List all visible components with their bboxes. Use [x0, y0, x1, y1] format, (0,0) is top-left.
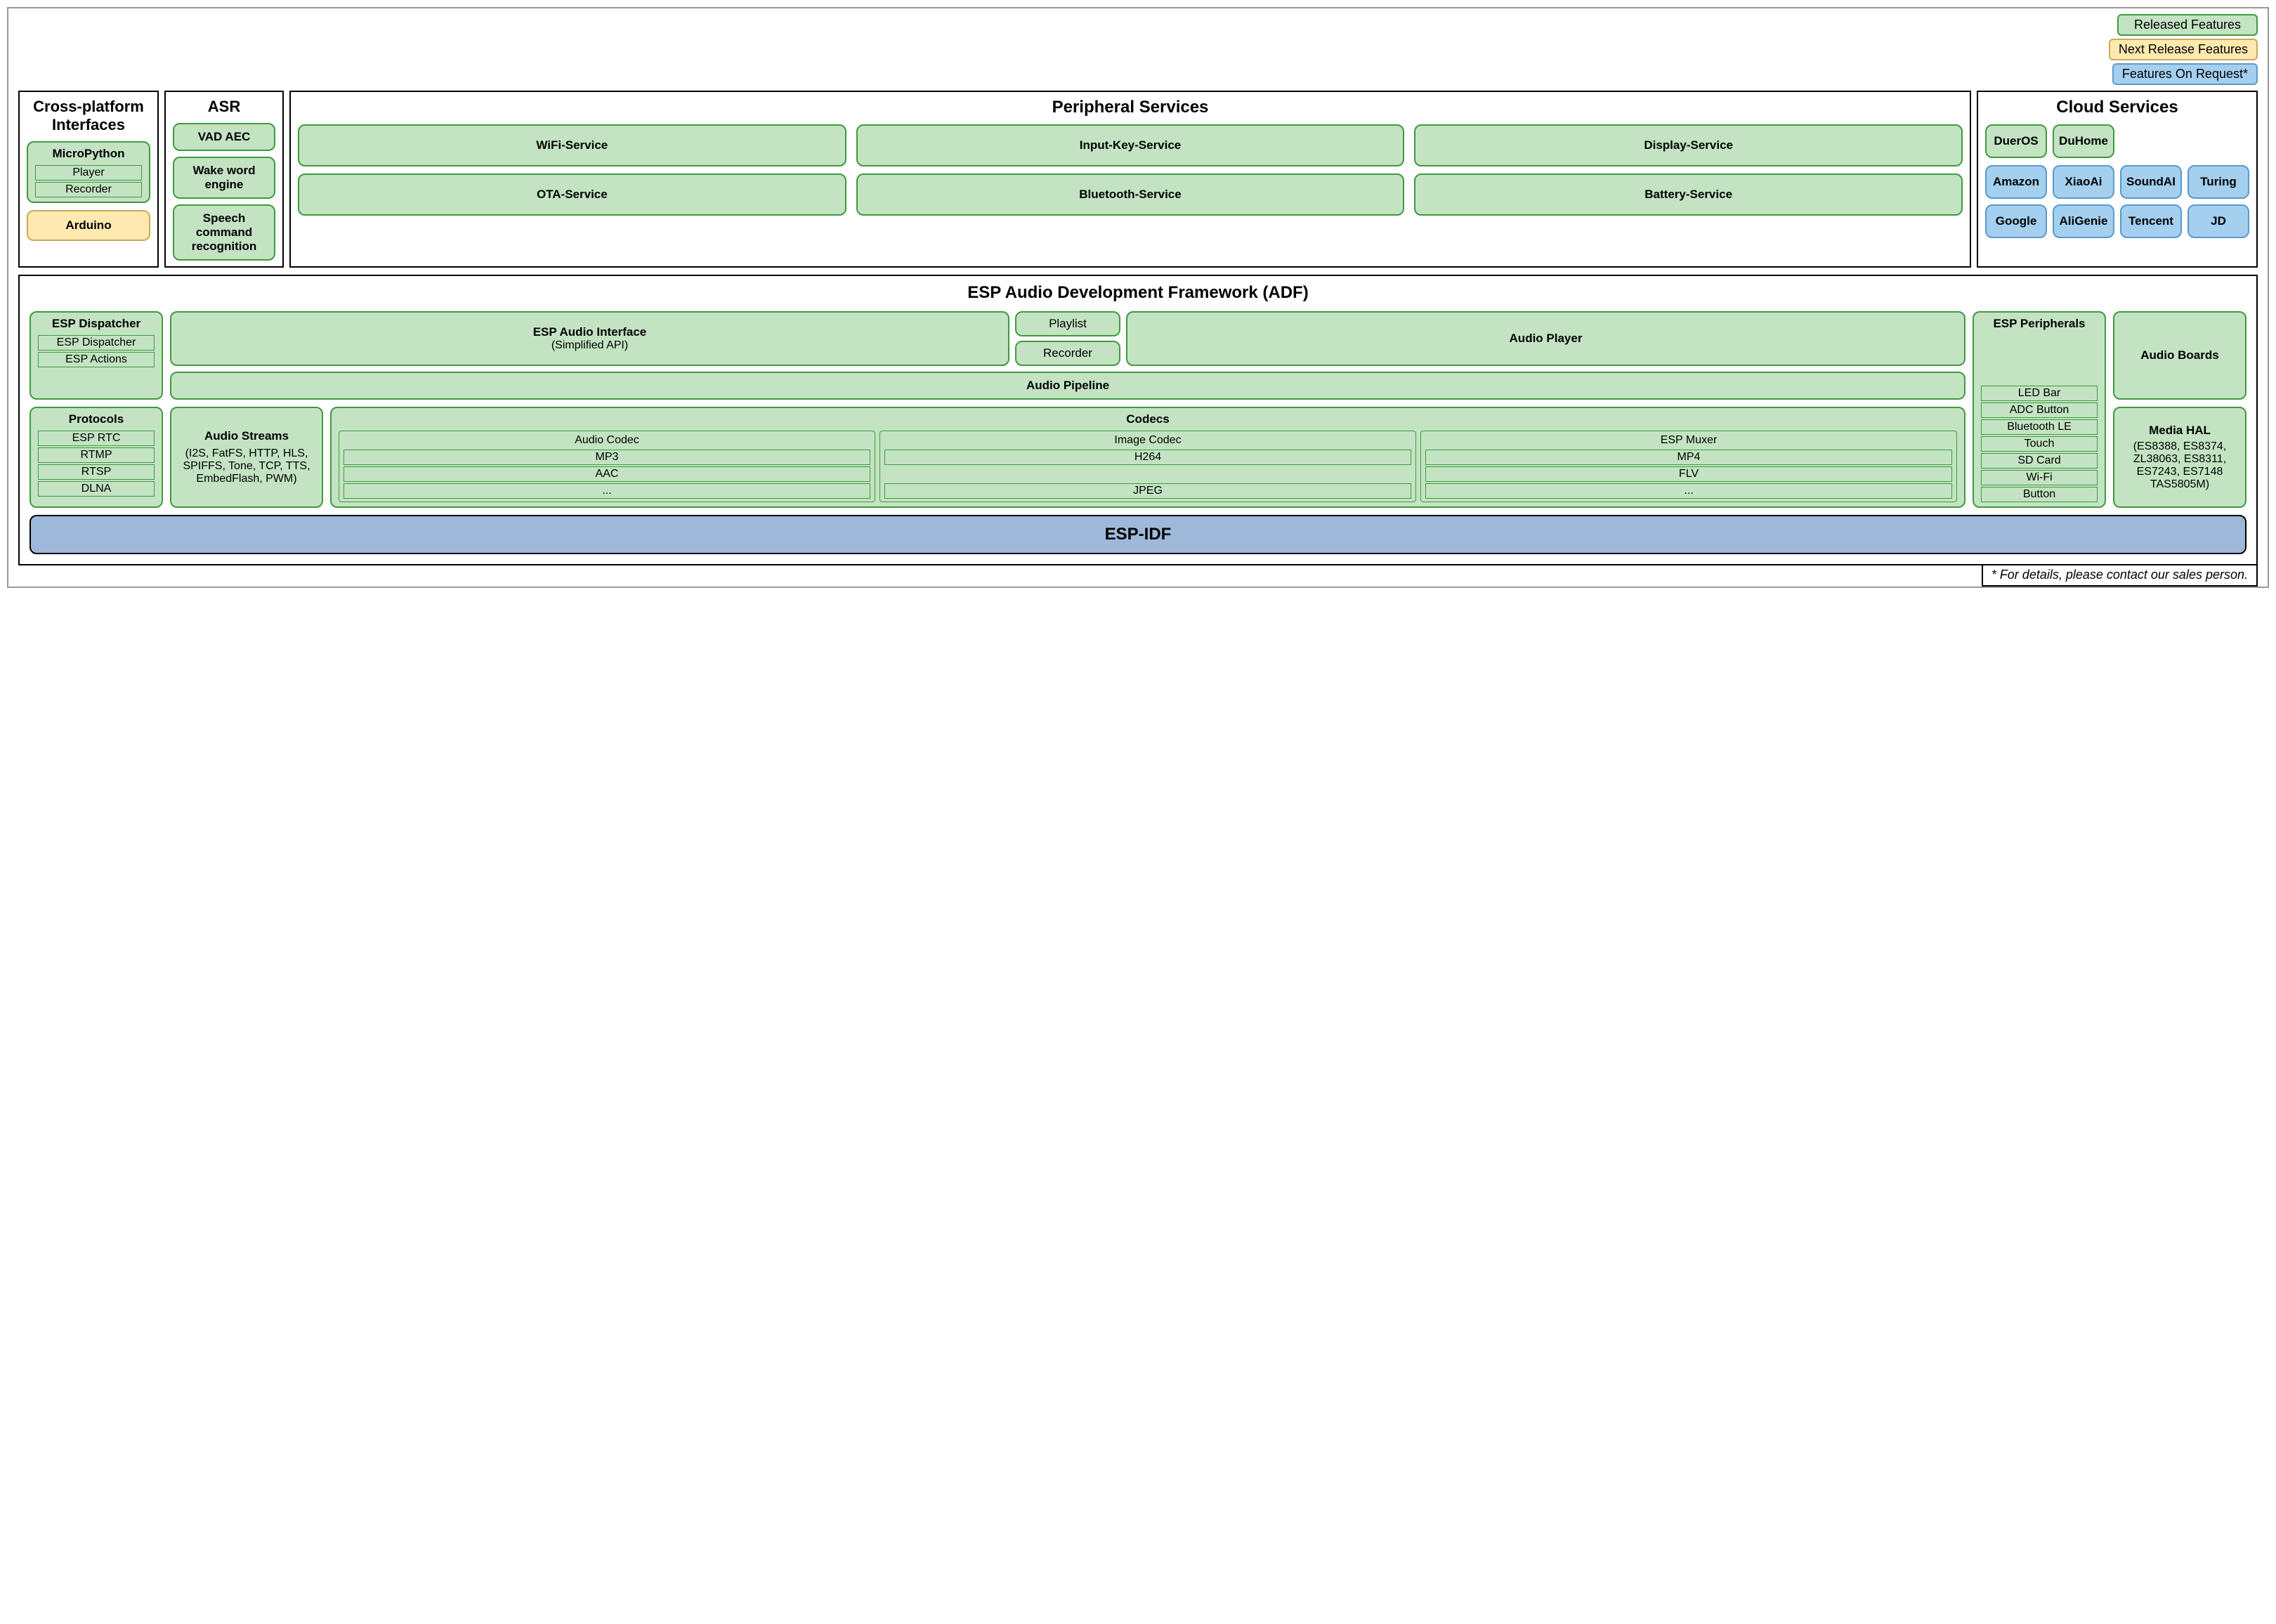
codec-col-muxer: ESP Muxer MP4 FLV ... [1420, 431, 1957, 502]
legend-released: Released Features [2117, 14, 2258, 36]
pipeline-column: ESP Audio Interface (Simplified API) Pla… [170, 311, 1966, 400]
protocol-dlna: DLNA [38, 481, 155, 497]
peri-sd-card: SD Card [1981, 453, 2098, 469]
codec-muxer-title: ESP Muxer [1425, 434, 1952, 447]
block-codecs: Codecs Audio Codec MP3 AAC ... Image Cod… [330, 407, 1966, 508]
esp-peripherals-label: ESP Peripherals [1993, 317, 2085, 331]
adf-title: ESP Audio Development Framework (ADF) [30, 283, 2246, 303]
block-audio-interface: ESP Audio Interface (Simplified API) [170, 311, 1009, 366]
block-media-hal: Media HAL (ES8388, ES8374, ZL38063, ES83… [2113, 407, 2246, 508]
block-soundai: SoundAI [2120, 165, 2182, 199]
block-tencent: Tencent [2120, 204, 2182, 238]
dispatcher-sub-1: ESP Dispatcher [38, 335, 155, 351]
block-protocols: Protocols ESP RTC RTMP RTSP DLNA [30, 407, 163, 508]
peri-touch: Touch [1981, 436, 2098, 452]
codec-muxer-more: ... [1425, 483, 1952, 499]
block-amazon: Amazon [1985, 165, 2047, 199]
block-dueros: DuerOS [1985, 124, 2047, 158]
codec-flv: FLV [1425, 466, 1952, 482]
codec-image-title: Image Codec [884, 434, 1411, 447]
block-turing: Turing [2187, 165, 2249, 199]
audio-streams-label: Audio Streams [204, 429, 289, 443]
protocol-rtmp: RTMP [38, 447, 155, 463]
peri-adc-button: ADC Button [1981, 402, 2098, 418]
peri-bluetooth-le: Bluetooth LE [1981, 419, 2098, 435]
block-wifi-service: WiFi-Service [298, 124, 846, 166]
block-audio-boards: Audio Boards [2113, 311, 2246, 400]
diagram-frame: Released Features Next Release Features … [7, 7, 2269, 588]
block-duhome: DuHome [2053, 124, 2114, 158]
cloud-title: Cloud Services [2056, 98, 2178, 117]
block-input-key-service: Input-Key-Service [856, 124, 1405, 166]
block-audio-pipeline: Audio Pipeline [170, 372, 1966, 400]
codecs-label: Codecs [1126, 412, 1169, 426]
block-google: Google [1985, 204, 2047, 238]
protocols-label: Protocols [69, 412, 124, 426]
block-esp-peripherals: ESP Peripherals LED Bar ADC Button Bluet… [1973, 311, 2106, 508]
block-battery-service: Battery-Service [1414, 173, 1963, 216]
block-aligenie: AliGenie [2053, 204, 2114, 238]
peri-led-bar: LED Bar [1981, 386, 2098, 401]
protocol-rtsp: RTSP [38, 464, 155, 480]
micropython-player: Player [35, 165, 142, 181]
audio-interface-label: ESP Audio Interface [533, 325, 647, 339]
peripheral-title: Peripheral Services [1052, 98, 1209, 117]
codec-audio-more: ... [344, 483, 870, 499]
block-jd: JD [2187, 204, 2249, 238]
block-playlist: Playlist [1015, 311, 1120, 336]
peri-wifi: Wi-Fi [1981, 470, 2098, 485]
block-esp-dispatcher: ESP Dispatcher ESP Dispatcher ESP Action… [30, 311, 163, 400]
legend-next-release: Next Release Features [2109, 39, 2258, 60]
block-ota-service: OTA-Service [298, 173, 846, 216]
micropython-label: MicroPython [53, 147, 125, 161]
legend-on-request: Features On Request* [2112, 63, 2258, 85]
audio-interface-sub: (Simplified API) [551, 339, 628, 352]
section-adf: ESP Audio Development Framework (ADF) ES… [18, 275, 2258, 565]
codec-audio-title: Audio Codec [344, 434, 870, 447]
block-display-service: Display-Service [1414, 124, 1963, 166]
codec-mp4: MP4 [1425, 450, 1952, 465]
media-hal-sub: (ES8388, ES8374, ZL38063, ES8311, ES7243… [2121, 440, 2238, 491]
block-esp-idf: ESP-IDF [30, 515, 2246, 554]
cross-platform-title: Cross-platform Interfaces [27, 98, 150, 134]
block-xiaoai: XiaoAi [2053, 165, 2114, 199]
codec-col-image: Image Codec H264 JPEG [879, 431, 1416, 502]
block-recorder: Recorder [1015, 341, 1120, 366]
block-audio-streams: Audio Streams (I2S, FatFS, HTTP, HLS, SP… [170, 407, 323, 508]
section-cloud-services: Cloud Services DuerOS DuHome Amazon Xiao… [1977, 91, 2258, 268]
block-micropython: MicroPython Player Recorder [27, 141, 150, 203]
footnote-text: * For details, please contact our sales … [1982, 565, 2258, 587]
block-audio-player: Audio Player [1126, 311, 1966, 366]
legend: Released Features Next Release Features … [18, 14, 2258, 85]
micropython-recorder: Recorder [35, 182, 142, 197]
block-speech-command: Speech command recognition [173, 204, 275, 261]
asr-title: ASR [208, 98, 240, 116]
dispatcher-sub-2: ESP Actions [38, 352, 155, 367]
codec-jpeg: JPEG [884, 483, 1411, 499]
esp-dispatcher-label: ESP Dispatcher [52, 317, 140, 331]
footnote-container: * For details, please contact our sales … [18, 565, 2258, 587]
section-peripheral-services: Peripheral Services WiFi-Service Input-K… [289, 91, 1971, 268]
block-bluetooth-service: Bluetooth-Service [856, 173, 1405, 216]
codec-aac: AAC [344, 466, 870, 482]
section-asr: ASR VAD AEC Wake word engine Speech comm… [164, 91, 284, 268]
top-row: Cross-platform Interfaces MicroPython Pl… [18, 91, 2258, 268]
codec-h264: H264 [884, 450, 1411, 465]
codec-mp3: MP3 [344, 450, 870, 465]
codec-col-audio: Audio Codec MP3 AAC ... [339, 431, 875, 502]
block-arduino: Arduino [27, 210, 150, 241]
peri-button: Button [1981, 487, 2098, 502]
block-vad-aec: VAD AEC [173, 123, 275, 151]
section-cross-platform: Cross-platform Interfaces MicroPython Pl… [18, 91, 159, 268]
audio-streams-sub: (I2S, FatFS, HTTP, HLS, SPIFFS, Tone, TC… [178, 447, 315, 485]
protocol-esp-rtc: ESP RTC [38, 431, 155, 446]
media-hal-label: Media HAL [2149, 424, 2211, 438]
block-wake-word: Wake word engine [173, 157, 275, 199]
